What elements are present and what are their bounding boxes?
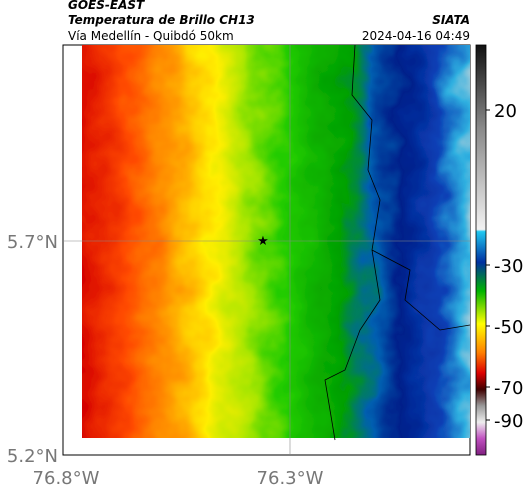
- source: SIATA: [432, 13, 470, 27]
- satellite: GOES-EAST: [68, 0, 145, 12]
- location-marker: ★: [257, 234, 269, 249]
- colorbar-label: -70: [494, 378, 523, 399]
- colorbar-label: -30: [494, 256, 523, 277]
- lat-tick: 5.7°N: [7, 232, 58, 253]
- region: Vía Medellín - Quibdó 50km: [68, 29, 234, 43]
- datetime: 2024-04-16 04:49: [362, 29, 470, 43]
- map-area: ★: [62, 44, 471, 456]
- lon-tick: 76.3°W: [257, 468, 324, 489]
- lon-tick: 76.8°W: [33, 468, 100, 489]
- colorbar-ticks: 20 -30 -50 -70 -90: [486, 101, 523, 432]
- colorbar: [475, 44, 487, 456]
- lat-tick: 5.2°N: [7, 446, 58, 467]
- colorbar-label: 20: [494, 101, 517, 122]
- brightness-field: [82, 45, 470, 438]
- boundaries: [324, 44, 471, 441]
- colorbar-label: -50: [494, 317, 523, 338]
- colorbar-label: -90: [494, 411, 523, 432]
- product: Temperatura de Brillo CH13: [68, 13, 255, 27]
